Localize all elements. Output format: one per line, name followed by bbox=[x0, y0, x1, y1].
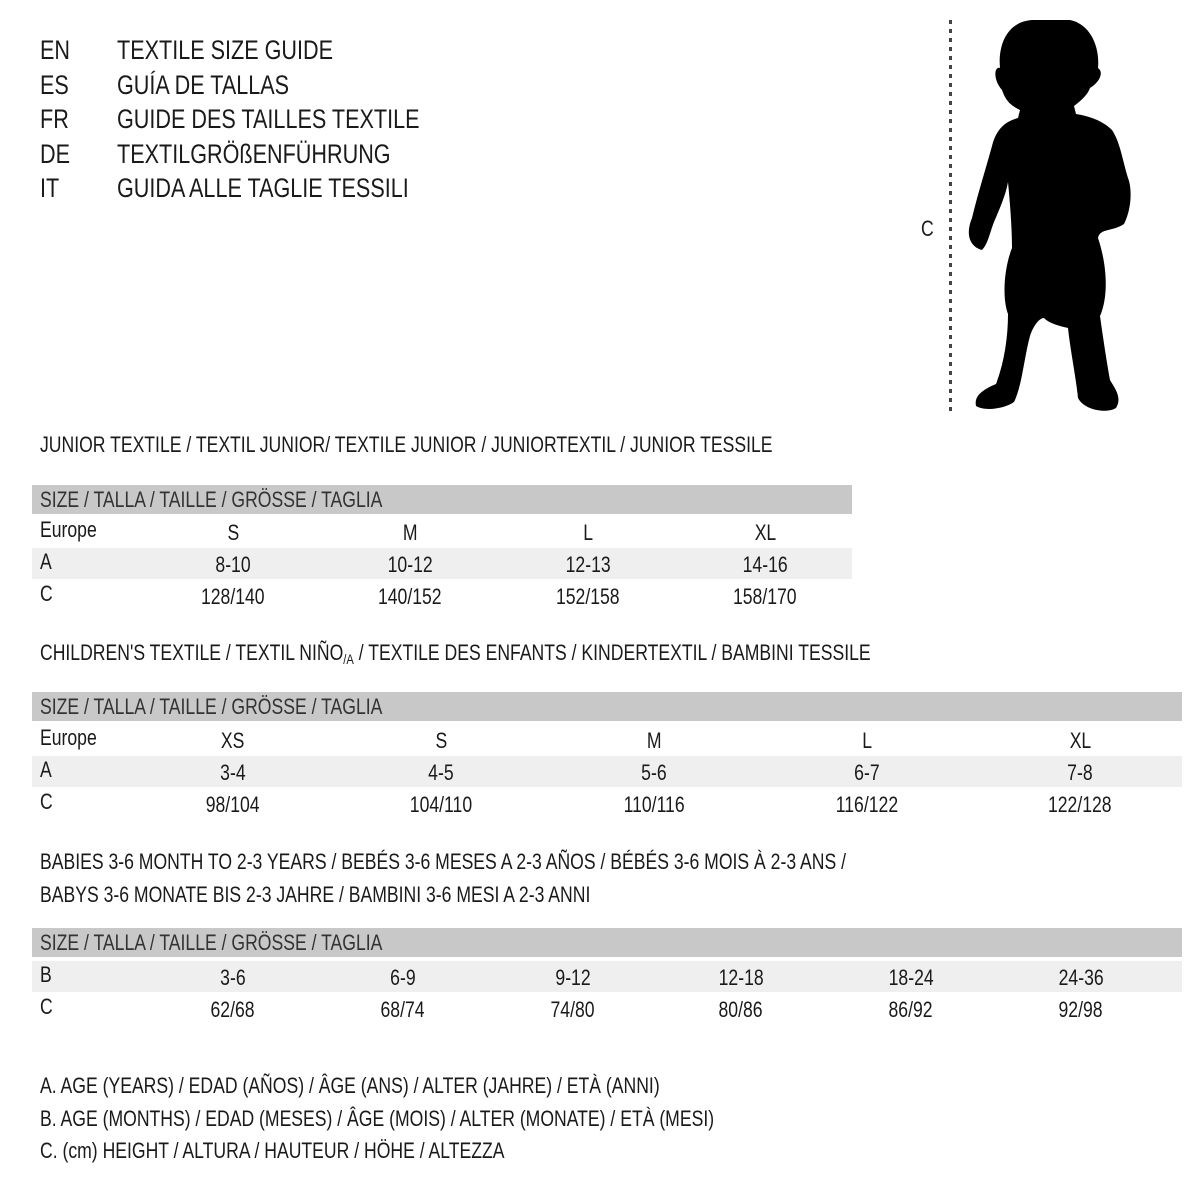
children-header-bar: SIZE / TALLA / TAILLE / GRÖSSE / TAGLIA bbox=[32, 692, 1182, 721]
table-row: Europe S M L XL bbox=[32, 516, 852, 547]
legend-b: B. AGE (MONTHS) / EDAD (MESES) / ÂGE (MO… bbox=[40, 1106, 715, 1131]
row-label: Europe bbox=[40, 725, 97, 750]
legend-c: C. (cm) HEIGHT / ALTURA / HAUTEUR / HÖHE… bbox=[40, 1138, 505, 1163]
table-cell: 3-6 bbox=[220, 965, 246, 990]
table-cell: 24-36 bbox=[1058, 965, 1104, 990]
row-label: C bbox=[40, 789, 53, 814]
table-cell: XL bbox=[1069, 728, 1091, 753]
table-cell: S bbox=[227, 520, 239, 545]
table-row: C 98/104 104/110 110/116 116/122 122/128 bbox=[32, 788, 1182, 819]
height-label: C bbox=[921, 216, 934, 241]
table-cell: XS bbox=[221, 728, 245, 753]
legend-a: A. AGE (YEARS) / EDAD (AÑOS) / ÂGE (ANS)… bbox=[40, 1073, 660, 1098]
table-cell: 14-16 bbox=[742, 552, 788, 577]
table-cell: L bbox=[583, 520, 593, 545]
table-cell: 158/170 bbox=[733, 584, 797, 609]
table-cell: 12-18 bbox=[718, 965, 764, 990]
junior-header-bar: SIZE / TALLA / TAILLE / GRÖSSE / TAGLIA bbox=[32, 485, 852, 514]
table-row: A 3-4 4-5 5-6 6-7 7-8 bbox=[32, 756, 1182, 787]
guide-title: GUÍA DE TALLAS bbox=[117, 69, 290, 100]
table-cell: 116/122 bbox=[835, 792, 899, 817]
table-cell: 12-13 bbox=[565, 552, 611, 577]
table-cell: 8-10 bbox=[215, 552, 251, 577]
table-row: A 8-10 10-12 12-13 14-16 bbox=[32, 548, 852, 579]
table-cell: 98/104 bbox=[206, 792, 260, 817]
guide-title: TEXTILE SIZE GUIDE bbox=[117, 35, 334, 65]
table-cell: 110/116 bbox=[623, 792, 685, 817]
babies-section-title-line1: BABIES 3-6 MONTH TO 2-3 YEARS / BEBÉS 3-… bbox=[40, 849, 846, 874]
table-cell: 3-4 bbox=[220, 760, 246, 785]
table-cell: 7-8 bbox=[1067, 760, 1093, 785]
table-row: C 128/140 140/152 152/158 158/170 bbox=[32, 580, 852, 611]
language-code: EN bbox=[40, 35, 71, 65]
table-cell: 86/92 bbox=[888, 997, 934, 1022]
table-cell: 18-24 bbox=[888, 965, 934, 990]
table-cell: 92/98 bbox=[1058, 997, 1104, 1022]
table-cell: 80/86 bbox=[718, 997, 764, 1022]
table-cell: S bbox=[435, 728, 447, 753]
table-cell: L bbox=[862, 728, 872, 753]
table-row: B 3-6 6-9 9-12 12-18 18-24 24-36 bbox=[32, 961, 1182, 992]
row-label: C bbox=[40, 581, 53, 606]
row-label: Europe bbox=[40, 517, 97, 542]
table-cell: 6-9 bbox=[390, 965, 416, 990]
language-code: DE bbox=[40, 138, 71, 169]
table-cell: 128/140 bbox=[201, 584, 265, 609]
row-label: B bbox=[40, 962, 52, 987]
table-cell: 122/128 bbox=[1048, 792, 1112, 817]
table-cell: 104/110 bbox=[409, 792, 473, 817]
language-code: IT bbox=[40, 173, 60, 203]
guide-title: GUIDA ALLE TAGLIE TESSILI bbox=[117, 173, 409, 203]
row-label: C bbox=[40, 994, 53, 1019]
row-label: A bbox=[40, 549, 52, 574]
babies-section-title-line2: BABYS 3-6 MONATE BIS 2-3 JAHRE / BAMBINI… bbox=[40, 882, 591, 907]
table-cell: 9-12 bbox=[555, 965, 591, 990]
table-cell: 152/158 bbox=[556, 584, 620, 609]
guide-title: TEXTILGRÖßENFÜHRUNG bbox=[117, 138, 391, 169]
row-label: A bbox=[40, 757, 52, 782]
table-cell: 10-12 bbox=[387, 552, 433, 577]
height-scale bbox=[949, 20, 952, 414]
children-section-title: CHILDREN'S TEXTILE / TEXTIL NIÑO/A / TEX… bbox=[40, 640, 871, 667]
table-cell: 140/152 bbox=[378, 584, 442, 609]
table-cell: 74/80 bbox=[550, 997, 596, 1022]
language-code: ES bbox=[40, 69, 69, 100]
table-row: Europe XS S M L XL bbox=[32, 724, 1182, 755]
table-cell: 68/74 bbox=[380, 997, 426, 1022]
table-cell: 6-7 bbox=[854, 760, 880, 785]
table-cell: 4-5 bbox=[428, 760, 454, 785]
table-cell: XL bbox=[754, 520, 776, 545]
babies-header-bar: SIZE / TALLA / TAILLE / GRÖSSE / TAGLIA bbox=[32, 928, 1182, 957]
table-cell: 62/68 bbox=[210, 997, 256, 1022]
table-row: C 62/68 68/74 74/80 80/86 86/92 92/98 bbox=[32, 993, 1182, 1024]
language-code: FR bbox=[40, 104, 69, 134]
guide-title: GUIDE DES TAILLES TEXTILE bbox=[117, 104, 420, 134]
table-cell: 5-6 bbox=[641, 760, 667, 785]
junior-section-title: JUNIOR TEXTILE / TEXTIL JUNIOR/ TEXTILE … bbox=[40, 432, 773, 457]
child-silhouette-icon bbox=[968, 20, 1131, 411]
table-cell: M bbox=[402, 520, 418, 545]
table-cell: M bbox=[646, 728, 662, 753]
